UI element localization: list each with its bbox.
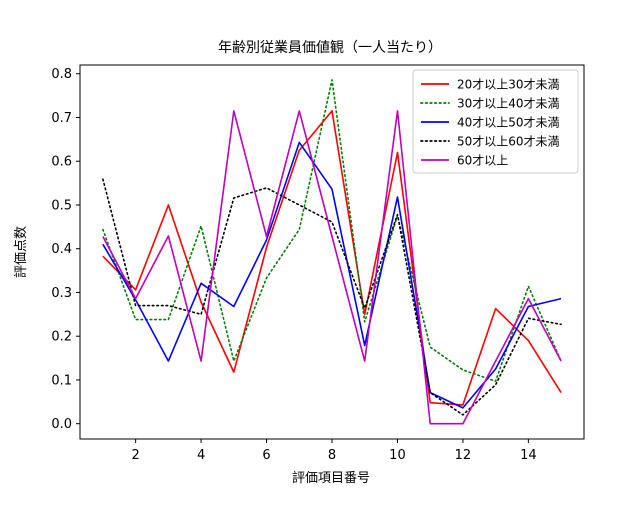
y-tick-label: 0.4 [51, 242, 72, 257]
legend-label: 50才以上60才未満 [457, 135, 560, 149]
x-tick-label: 6 [262, 448, 270, 463]
series-line-1 [102, 110, 562, 406]
x-tick-label: 10 [389, 448, 406, 463]
y-tick-label: 0.3 [51, 286, 72, 301]
series-line-4 [102, 178, 562, 416]
legend: 20才以上30才未満 30才以上40才未満 40才以上50才未満 50才以上60才未満… [412, 69, 579, 174]
x-tick-label: 2 [131, 448, 139, 463]
x-axis-title: 評価項目番号 [292, 471, 370, 486]
x-tick-label: 12 [455, 448, 472, 463]
y-tick-label: 0.1 [51, 373, 72, 388]
legend-label: 20才以上30才未満 [457, 78, 560, 92]
x-tick-label: 8 [328, 448, 336, 463]
legend-label: 40才以上50才未満 [457, 116, 560, 130]
y-tick-label: 0.7 [51, 111, 72, 126]
y-axis-title: 評価点数 [14, 226, 29, 278]
series-line-2 [102, 79, 562, 383]
series-line-5 [102, 110, 562, 425]
legend-label: 30才以上40才未満 [457, 97, 560, 111]
y-tick-label: 0.8 [51, 67, 72, 82]
chart-title: 年齢別従業員価値観（一人当たり） [218, 39, 442, 56]
legend-label: 60才以上 [457, 154, 508, 168]
x-tick-label: 14 [520, 448, 537, 463]
y-tick-label: 0.6 [51, 155, 72, 170]
x-tick-label: 4 [197, 448, 205, 463]
y-tick-label: 0.0 [51, 417, 72, 432]
legend-box [412, 69, 579, 174]
y-tick-label: 0.5 [51, 198, 72, 213]
y-tick-label: 0.2 [51, 330, 72, 345]
